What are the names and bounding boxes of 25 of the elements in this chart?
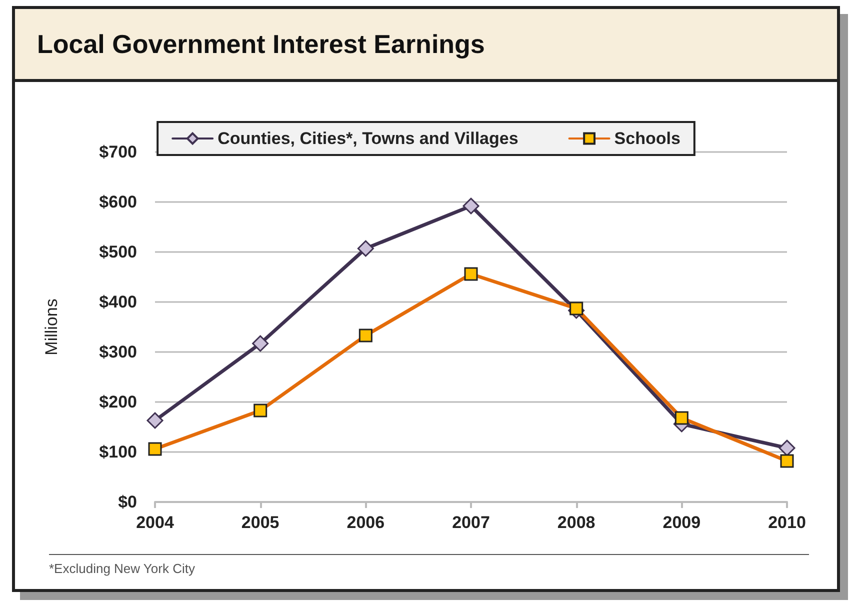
- y-tick-label: $700: [99, 142, 137, 162]
- y-axis-title: Millions: [42, 298, 61, 356]
- x-tick-label: 2004: [136, 513, 174, 532]
- x-tick-label: 2008: [557, 513, 596, 532]
- y-tick-label: $200: [99, 392, 137, 412]
- y-tick-label: $100: [99, 442, 137, 462]
- y-tick-label: $500: [99, 242, 137, 262]
- x-tick-label: 2010: [768, 513, 806, 532]
- point: [462, 198, 480, 214]
- y-tick-label: $400: [99, 292, 137, 312]
- text: *Excluding New York City: [49, 554, 809, 576]
- x-tick-label: 2007: [452, 513, 490, 532]
- x-tick-label: 2006: [346, 513, 385, 532]
- point: [357, 240, 374, 257]
- point: [252, 335, 269, 352]
- chart-title: Local Government Interest Earnings: [15, 9, 837, 82]
- point: [146, 412, 164, 429]
- y-tick-label: $600: [99, 192, 137, 212]
- legend-label: Counties, Cities*, Towns and Villages: [218, 129, 518, 148]
- x-tick-label: 2005: [241, 513, 280, 532]
- legend-label: Schools: [614, 129, 680, 148]
- x-tick-label: 2009: [662, 513, 701, 532]
- y-tick-label: $300: [99, 342, 137, 362]
- point: [778, 440, 796, 456]
- y-tick-label: $0: [118, 492, 137, 512]
